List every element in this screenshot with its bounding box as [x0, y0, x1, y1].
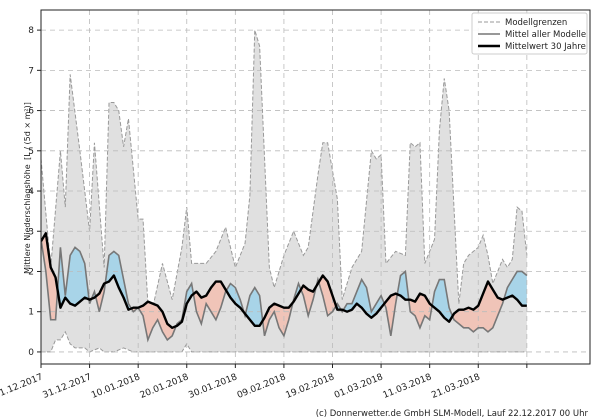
legend: Modellgrenzen Mittel aller Modelle Mitte… — [471, 12, 588, 55]
y-tick-label: 4 — [28, 187, 34, 197]
x-tick-label: 31.12.2017 — [42, 372, 94, 401]
legend-box — [471, 12, 588, 55]
anomaly-wet-area — [398, 271, 410, 300]
model-envelope-lower-line — [41, 330, 527, 353]
plot-frame — [40, 9, 591, 365]
series-mittel-aller-modelle — [41, 239, 528, 343]
anomaly-wet-area — [105, 251, 133, 310]
x-tick-label: 10.01.2018 — [90, 372, 142, 401]
anomaly-wet-area — [504, 271, 527, 306]
y-tick-label: 8 — [28, 26, 34, 36]
anomaly-wet-area — [226, 283, 246, 314]
anomaly-dry-area — [319, 275, 337, 316]
anomaly-dry-area — [194, 281, 227, 324]
anomaly-dry-area — [42, 233, 58, 320]
x-tick-label: 21.03.2018 — [430, 372, 482, 401]
y-tick-label: 5 — [28, 147, 34, 157]
y-tick-label: 0 — [28, 348, 34, 358]
x-tick-label: 01.03.2018 — [333, 372, 385, 401]
series-mittelwert-30-jahre — [41, 232, 527, 329]
x-tick-label: 30.01.2018 — [187, 372, 239, 401]
anomaly-dry-area — [302, 285, 317, 316]
x-tick-label: 09.02.2018 — [236, 372, 288, 401]
anomaly-dry-area — [96, 283, 106, 312]
credit-text: (c) Donnerwetter.de GmbH SLM-Modell, Lau… — [316, 409, 589, 419]
y-axis-label: Mittlere Niederschlagshöhe [L / (5d × m²… — [23, 102, 32, 274]
model-envelope-upper-line — [41, 29, 528, 309]
anomaly-wet-area — [432, 279, 453, 322]
y-tick-label: 7 — [28, 66, 34, 76]
y-tick-label: 2 — [28, 267, 34, 277]
y-tick-label: 3 — [28, 227, 34, 237]
y-tick-label: 1 — [28, 308, 34, 318]
anomaly-dry-area — [384, 293, 399, 336]
x-tick-label: 19.02.2018 — [284, 372, 336, 401]
y-tick-label: 6 — [28, 107, 34, 117]
legend-label-mittelwert-30-jahre: Mittelwert 30 Jahre — [505, 42, 586, 52]
legend-label-mittel-aller-modelle: Mittel aller Modelle — [505, 30, 586, 40]
x-tick-label: 20.01.2018 — [139, 372, 191, 401]
x-tick-label: 21.12.2017 — [0, 372, 44, 401]
legend-label-modellgrenzen: Modellgrenzen — [505, 18, 567, 28]
y-axis-label-main: Mittlere Niederschlagshöhe [L / (5d × m²… — [23, 102, 32, 274]
x-tick-label: 11.03.2018 — [382, 372, 434, 401]
